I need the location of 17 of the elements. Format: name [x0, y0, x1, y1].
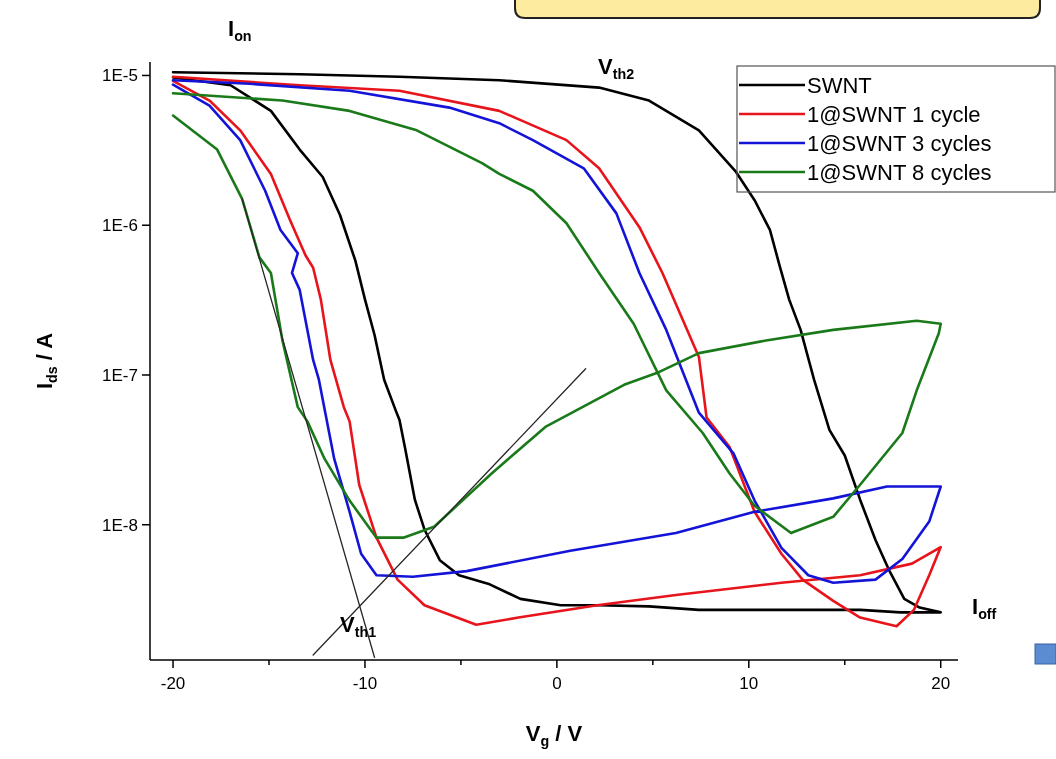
- x-tick-label: 20: [931, 674, 951, 693]
- legend-label: 1@SWNT 1 cycle: [807, 101, 981, 127]
- x-tick-label: 10: [739, 674, 759, 693]
- x-tick-label: 0: [552, 674, 562, 693]
- legend-label: 1@SWNT 3 cycles: [807, 130, 992, 156]
- y-tick-label: 1E-7: [102, 365, 138, 385]
- annotation: V$_{th2}$: [598, 54, 635, 82]
- text: I$_{on}$: [228, 16, 252, 44]
- x-tick-label: -20: [160, 674, 186, 693]
- text: I$_{off}$: [972, 594, 997, 622]
- y-tick-label: 1E-6: [102, 216, 138, 236]
- y-tick-label: 1E-5: [102, 66, 138, 86]
- x-tick-label: -10: [352, 674, 378, 693]
- y-tick-label: 1E-8: [102, 515, 138, 535]
- legend-label: 1@SWNT 8 cycles: [807, 159, 992, 185]
- legend-label: SWNT: [807, 72, 872, 98]
- x-axis-title: V$_{g}$ / V: [525, 721, 583, 749]
